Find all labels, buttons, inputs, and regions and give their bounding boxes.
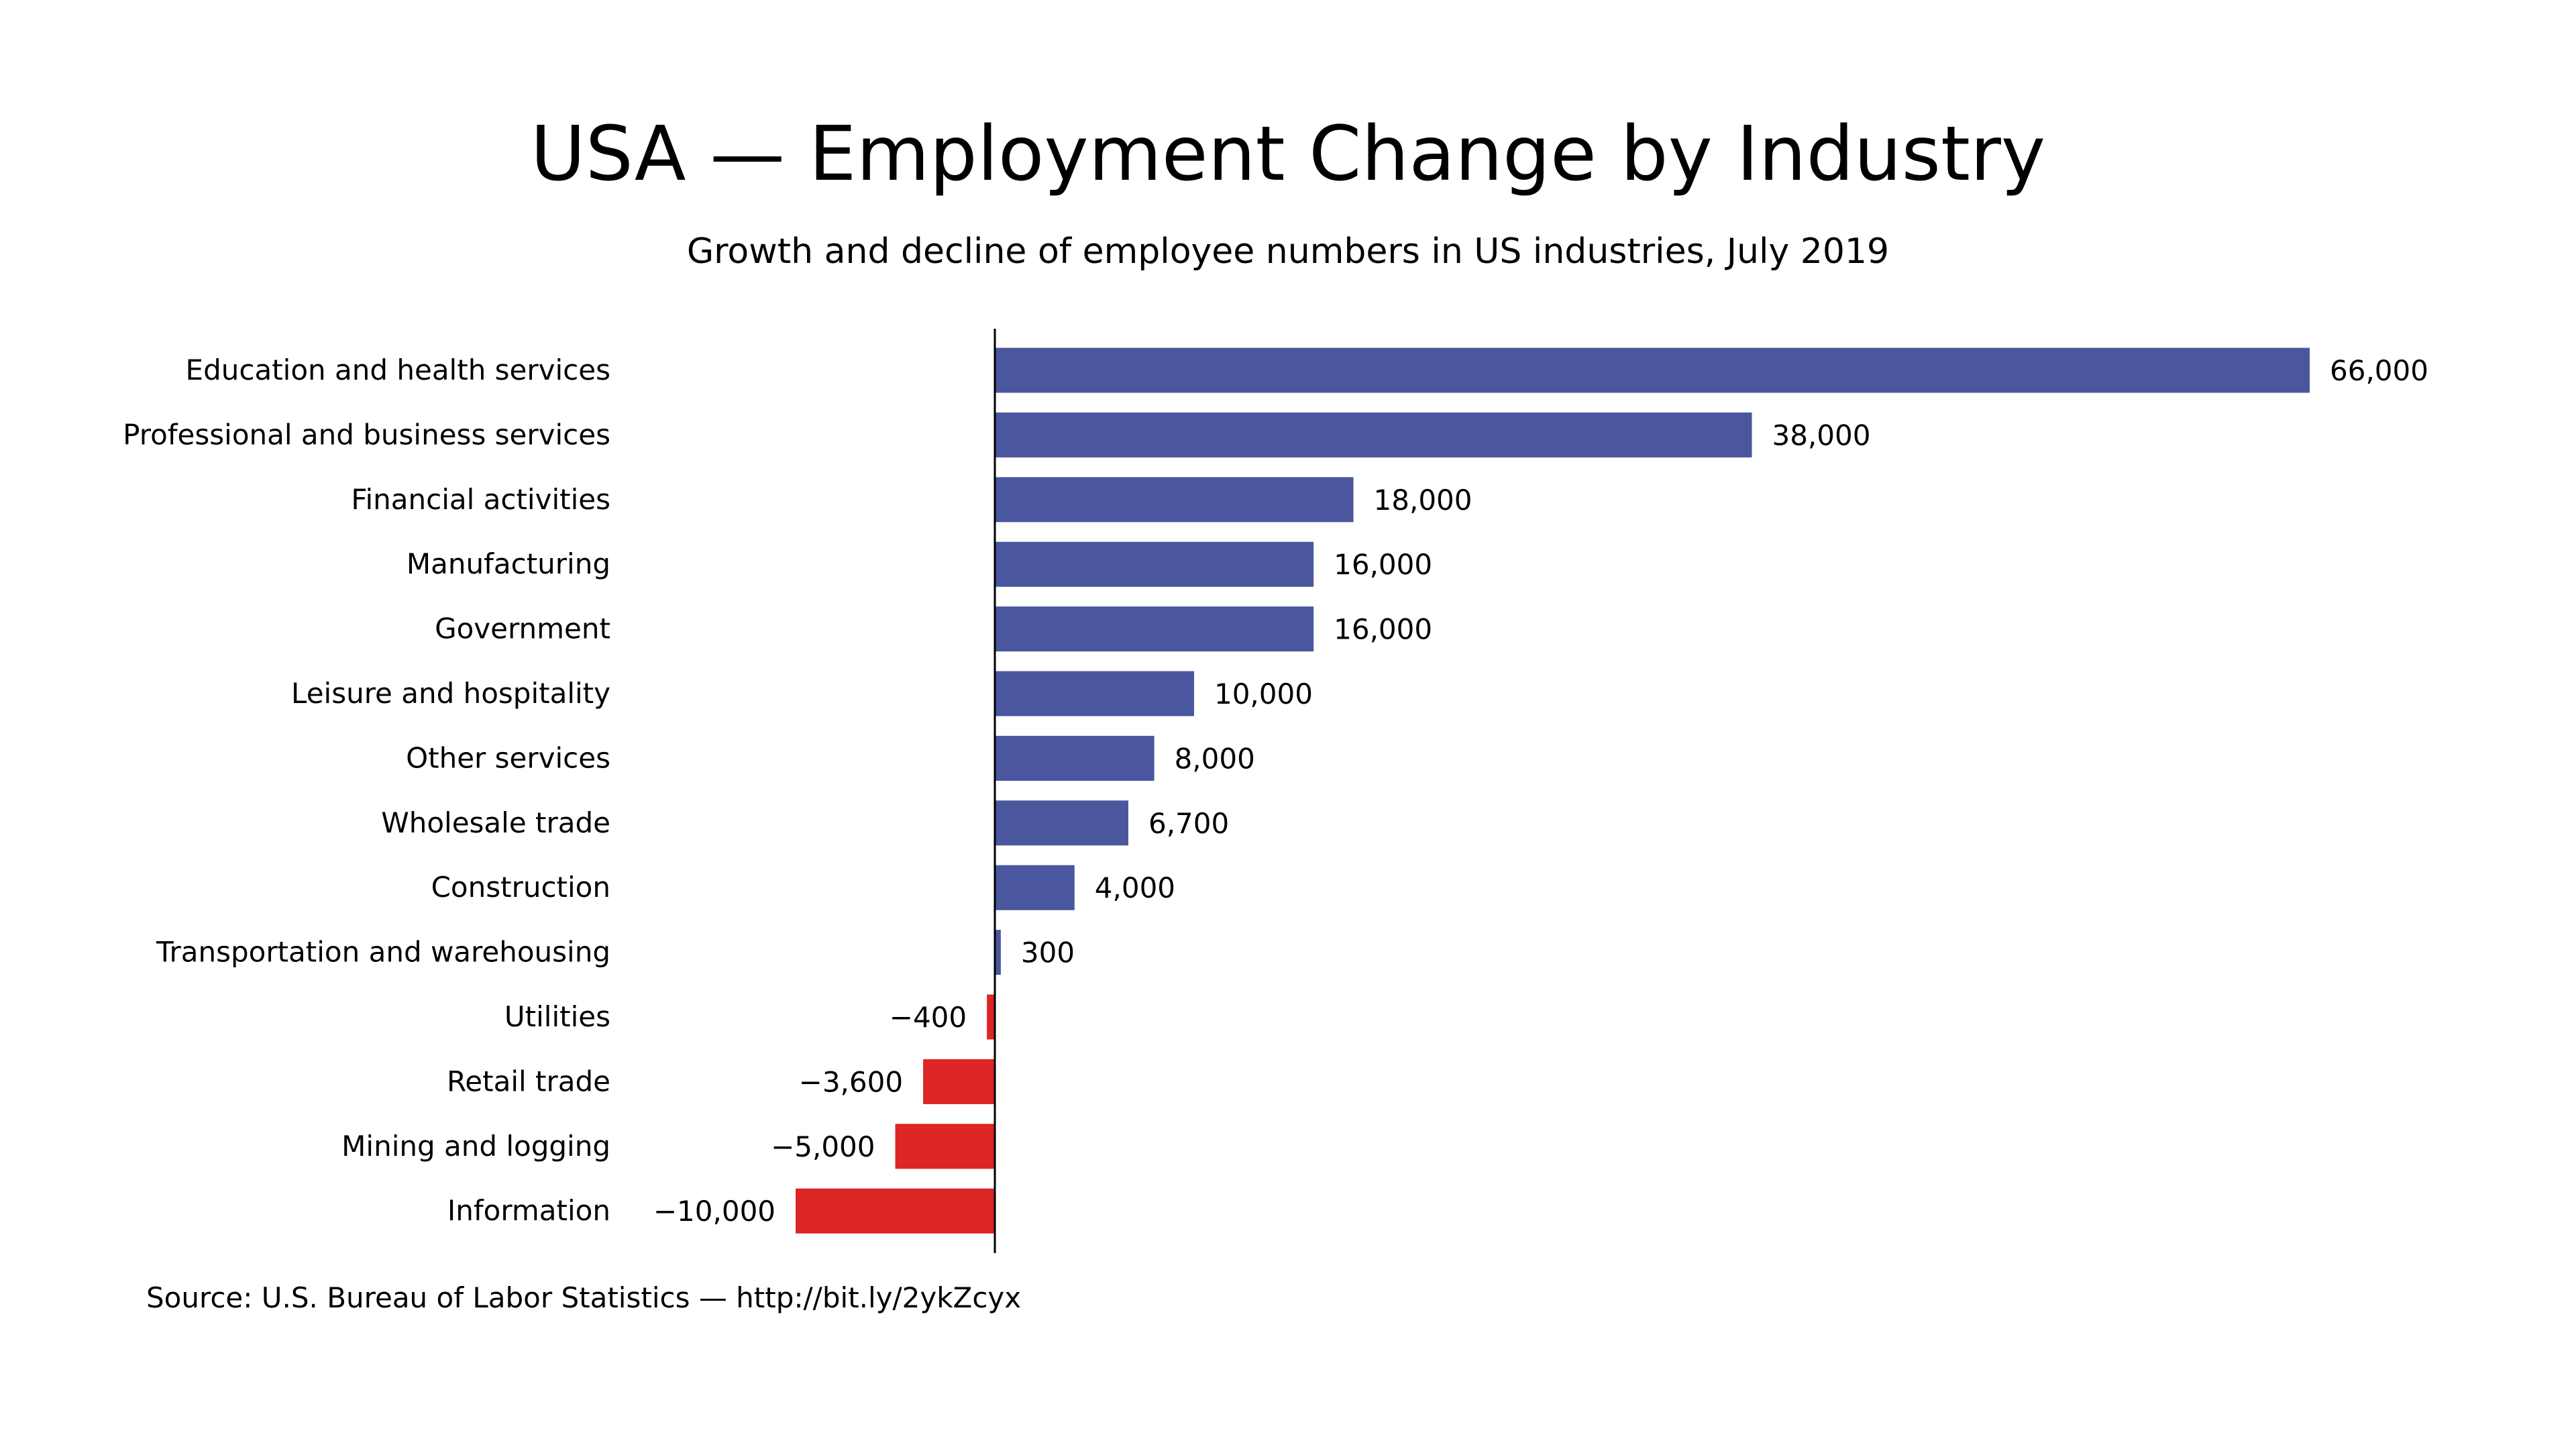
category-label: Leisure and hospitality <box>291 677 610 710</box>
bar <box>995 347 2310 393</box>
bar <box>987 994 995 1040</box>
value-label: 8,000 <box>1175 742 1255 775</box>
value-label: 66,000 <box>2330 354 2428 387</box>
value-label: 4,000 <box>1095 871 1175 904</box>
category-label: Financial activities <box>351 483 610 516</box>
value-label: 38,000 <box>1772 419 1870 451</box>
category-label: Wholesale trade <box>381 806 610 839</box>
value-label: 6,700 <box>1148 807 1229 840</box>
category-label: Utilities <box>504 1000 610 1033</box>
category-label: Retail trade <box>447 1065 610 1097</box>
bar <box>995 865 1075 910</box>
bar <box>895 1124 995 1169</box>
bar <box>995 412 1752 458</box>
bar <box>995 541 1314 587</box>
bar <box>995 477 1354 523</box>
category-label: Education and health services <box>186 354 610 386</box>
chart-title: USA — Employment Change by Industry <box>530 111 2046 198</box>
bar <box>995 671 1194 716</box>
value-label: 16,000 <box>1334 613 1432 646</box>
value-label: −5,000 <box>771 1130 875 1163</box>
category-label: Transportation and warehousing <box>156 936 610 969</box>
category-label: Manufacturing <box>407 547 610 580</box>
bar <box>995 800 1128 846</box>
value-label: −400 <box>890 1001 967 1034</box>
value-label: 10,000 <box>1214 678 1313 710</box>
value-label: 16,000 <box>1334 548 1432 581</box>
value-label: −3,600 <box>799 1065 903 1098</box>
value-label: 18,000 <box>1374 484 1472 517</box>
category-label: Mining and logging <box>341 1130 610 1163</box>
category-label: Other services <box>406 741 610 774</box>
chart-subtitle: Growth and decline of employee numbers i… <box>686 231 1890 272</box>
source-note: Source: U.S. Bureau of Labor Statistics … <box>146 1281 1022 1314</box>
bar <box>923 1059 995 1104</box>
value-label: 300 <box>1021 936 1075 969</box>
bar <box>796 1188 995 1234</box>
bar <box>995 930 1001 975</box>
category-label: Information <box>447 1194 610 1227</box>
value-label: −10,000 <box>653 1195 775 1228</box>
category-label: Professional and business services <box>123 418 610 451</box>
category-label: Construction <box>431 871 610 904</box>
category-label: Government <box>435 612 610 645</box>
bar <box>995 606 1314 652</box>
bar <box>995 735 1155 781</box>
